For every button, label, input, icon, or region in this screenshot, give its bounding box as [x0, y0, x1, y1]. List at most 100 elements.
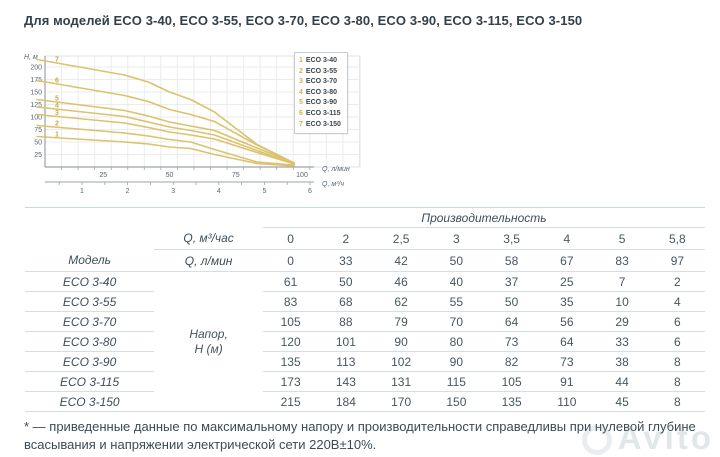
head-value-cell: 120: [262, 331, 319, 352]
head-value-cell: 91: [539, 371, 595, 392]
table-body: ECO 3-40 Напор, Н (м) 61 50 46 40 37 25 7 2 ECO 3-5…: [25, 271, 705, 412]
legend-item: 5 ECO 3-90: [299, 99, 338, 107]
footnote: * — приведенные данные по максимальному …: [24, 419, 696, 453]
head-value-cell: 8: [649, 351, 705, 372]
model-name: ECO 3-115: [25, 371, 155, 392]
chart-area: 25 50 75 100 125 150 175 200 Н, м 25 50 75 100 Q, л/м…: [20, 46, 410, 196]
curve-number-label: 1: [55, 131, 59, 138]
legend-item: 1 ECO 3-40: [299, 57, 338, 64]
model-name: ECO 3-55: [25, 291, 155, 312]
head-value-cell: 64: [483, 311, 540, 332]
head-value-cell: 7: [594, 271, 650, 292]
svg-text:2: 2: [126, 188, 130, 195]
curve-number-label: 4: [55, 103, 59, 110]
curve-eco-3-70: [36, 113, 295, 165]
model-name: ECO 3-150: [25, 391, 155, 412]
header-model: Модель: [25, 249, 155, 272]
q-m3h-value: 4: [539, 227, 595, 250]
q-lpm-value: 0: [262, 249, 319, 272]
head-value-cell: 45: [594, 391, 650, 412]
head-value-cell: 105: [483, 371, 540, 392]
svg-text:Q, л/мин: Q, л/мин: [322, 166, 350, 173]
head-value-cell: 46: [373, 271, 429, 292]
head-value-cell: 40: [428, 271, 484, 292]
head-value-cell: 135: [262, 351, 319, 372]
curve-eco-3-90: [36, 98, 295, 164]
table-row: ECO 3-115 173 143 131 115 105 91 44 8: [25, 371, 705, 392]
table-row: ECO 3-90 135 113 102 90 82 73 38 8: [25, 351, 705, 372]
curve-eco-3-80: [36, 106, 295, 165]
head-value-cell: 102: [373, 351, 429, 372]
table-header-q-lpm-row: Модель Q, л/мин 0 33 42 50 58 67 83 97: [25, 249, 705, 272]
table-header-q-m3h-row: Q, м³/час 0 2 2,5 3 3,5 4 5 5,8: [25, 227, 705, 250]
head-value-cell: 44: [594, 371, 650, 392]
svg-text:100: 100: [296, 172, 308, 179]
head-value-cell: 184: [318, 391, 374, 412]
head-value-cell: 8: [649, 371, 705, 392]
curve-number-label: 3: [55, 110, 59, 117]
head-value-cell: 62: [373, 291, 429, 312]
head-value-cell: 73: [539, 351, 595, 372]
curve-eco-3-150: [36, 58, 295, 164]
head-value-cell: 4: [649, 291, 705, 312]
value-group-label: Напор, Н (м): [154, 271, 263, 412]
q-lpm-value: 83: [594, 249, 650, 272]
head-value-cell: 70: [428, 311, 484, 332]
head-value-cell: 56: [539, 311, 595, 332]
head-value-cell: 90: [428, 351, 484, 372]
svg-text:100: 100: [30, 115, 42, 122]
chart-legend: 1 ECO 3-40 2 ECO 3-55 3 ECO 3-70 4 ECO 3-80 5 ECO…: [294, 52, 348, 135]
table-row: ECO 3-40 Напор, Н (м) 61 50 46 40 37 25 7 2: [25, 271, 705, 412]
head-value-cell: 79: [373, 311, 429, 332]
svg-text:25: 25: [99, 172, 107, 179]
head-value-cell: 25: [539, 271, 595, 292]
legend-item: 2 ECO 3-55: [299, 67, 338, 75]
model-name: ECO 3-80: [25, 331, 155, 352]
head-value-cell: 150: [428, 391, 484, 412]
model-name: ECO 3-40: [25, 271, 155, 292]
svg-text:75: 75: [34, 127, 42, 134]
model-name: ECO 3-90: [25, 351, 155, 372]
page-title: Для моделей ECO 3-40, ECO 3-55, ECO 3-70…: [24, 13, 583, 28]
svg-text:125: 125: [30, 102, 42, 109]
head-value-cell: 80: [428, 331, 484, 352]
head-value-cell: 105: [262, 311, 319, 332]
head-value-cell: 37: [483, 271, 540, 292]
svg-text:5: 5: [262, 188, 266, 195]
curve-eco-3-115: [36, 79, 295, 164]
head-value-cell: 73: [483, 331, 540, 352]
head-value-cell: 101: [318, 331, 374, 352]
q-lpm-value: 67: [539, 249, 595, 272]
table-wrap: Производительность Q, м³/час 0 2 2,5 3 3,5 4 5…: [25, 207, 705, 412]
svg-text:1: 1: [80, 188, 84, 195]
legend-item: 3 ECO 3-70: [299, 78, 338, 86]
q-m3h-value: 0: [262, 227, 319, 250]
head-value-cell: 135: [483, 391, 540, 412]
head-value-cell: 6: [649, 331, 705, 352]
head-value-cell: 215: [262, 391, 319, 412]
q-lpm-value: 33: [318, 249, 374, 272]
head-value-cell: 33: [594, 331, 650, 352]
q-lpm-value: 58: [483, 249, 540, 272]
head-value-cell: 2: [649, 271, 705, 292]
head-value-cell: 50: [483, 291, 540, 312]
q-lpm-value: 50: [428, 249, 484, 272]
head-value-cell: 10: [594, 291, 650, 312]
head-value-cell: 50: [318, 271, 374, 292]
header-q-lpm: Q, л/мин: [154, 249, 263, 272]
head-value-cell: 38: [594, 351, 650, 372]
head-value-cell: 55: [428, 291, 484, 312]
svg-text:75: 75: [232, 172, 240, 179]
legend-item: 7 ECO 3-150: [299, 120, 341, 128]
head-value-cell: 110: [539, 391, 595, 412]
head-value-cell: 115: [428, 371, 484, 392]
head-value-cell: 173: [262, 371, 319, 392]
head-value-cell: 6: [649, 311, 705, 332]
header-spacer: [25, 207, 263, 228]
header-q-m3h: Q, м³/час: [154, 227, 263, 250]
head-value-cell: 64: [539, 331, 595, 352]
head-value-cell: 61: [262, 271, 319, 292]
svg-text:50: 50: [34, 140, 42, 147]
model-name: ECO 3-70: [25, 311, 155, 332]
